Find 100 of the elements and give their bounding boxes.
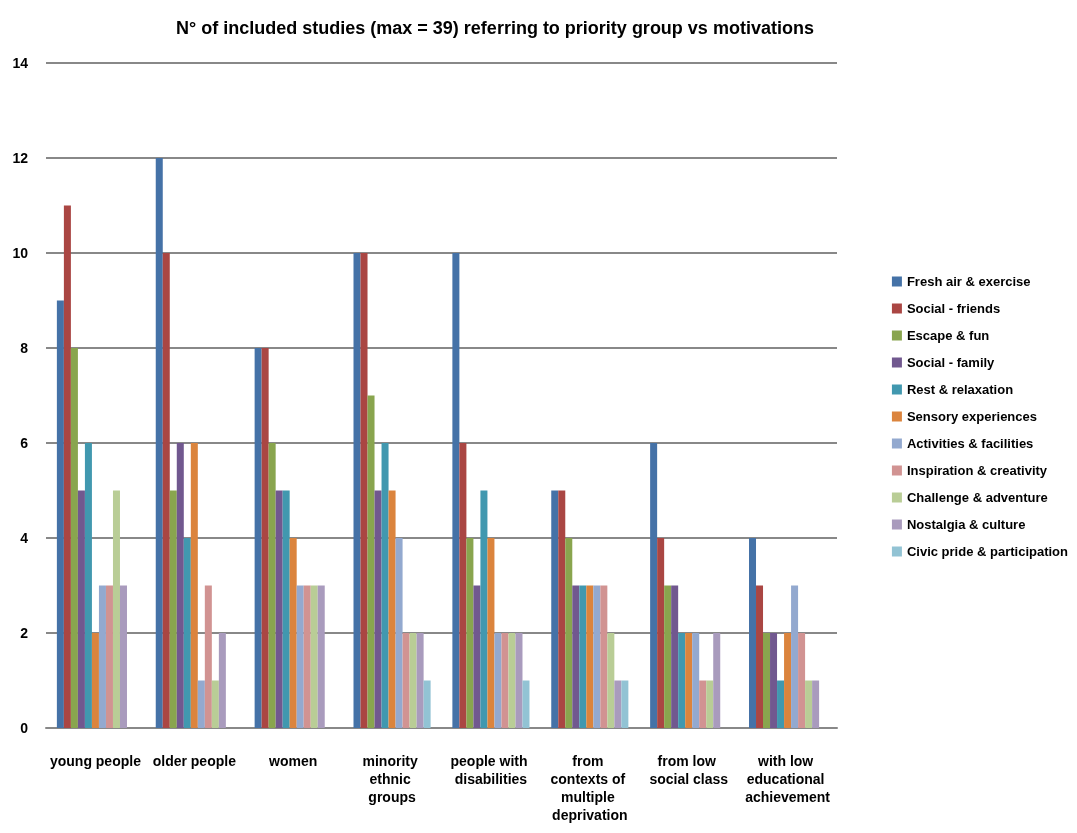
bar: [494, 633, 502, 728]
bar: [388, 490, 396, 728]
bar: [98, 585, 106, 728]
bar: [812, 680, 820, 728]
bar: [770, 633, 778, 728]
bar: [607, 633, 615, 728]
legend-label: Nostalgia & culture: [906, 517, 1026, 532]
bar: [572, 585, 580, 728]
x-tick-label: young people: [49, 753, 142, 769]
bar: [706, 680, 714, 728]
bar: [84, 443, 92, 728]
x-tick-label: women: [268, 753, 318, 769]
bar: [798, 633, 806, 728]
legend-label: Rest & relaxation: [906, 382, 1014, 397]
bar: [515, 633, 523, 728]
bar: [487, 538, 495, 728]
legend-label: Sensory experiences: [906, 409, 1037, 424]
bar: [402, 633, 410, 728]
x-tick-label: from low social class: [649, 753, 729, 787]
bar: [522, 680, 530, 728]
bar: [204, 585, 212, 728]
x-tick-label: with low educational achievement: [745, 753, 831, 805]
legend-label: Escape & fun: [906, 328, 990, 343]
bar: [558, 490, 566, 728]
bar: [480, 490, 488, 728]
bar: [310, 585, 318, 728]
bar: [395, 538, 403, 728]
bar: [296, 585, 304, 728]
bar: [360, 253, 368, 728]
bar: [614, 680, 622, 728]
bar: [70, 348, 78, 728]
x-tick-label: people with disabilities: [450, 753, 532, 787]
bar: [784, 633, 792, 728]
bar: [805, 680, 813, 728]
bar: [763, 633, 771, 728]
bar: [777, 680, 785, 728]
y-tick-label: 10: [12, 245, 29, 261]
bar: [699, 680, 707, 728]
bar: [211, 680, 219, 728]
bar: [381, 443, 389, 728]
bar: [459, 443, 467, 728]
bar: [190, 443, 198, 728]
bar: [275, 490, 283, 728]
bar: [565, 538, 573, 728]
bar: [621, 680, 629, 728]
bar: [374, 490, 382, 728]
bar: [600, 585, 608, 728]
x-tick-label: older people: [152, 753, 237, 769]
bar: [56, 300, 64, 728]
bar: [791, 585, 799, 728]
bar: [176, 443, 184, 728]
legend-label: Inspiration & creativity: [906, 463, 1048, 478]
bar: [197, 680, 205, 728]
bar: [409, 633, 417, 728]
bar: [749, 538, 757, 728]
y-tick-label: 0: [20, 720, 29, 736]
bar: [473, 585, 481, 728]
bar: [119, 585, 127, 728]
x-tick-label: minority ethnic groups: [362, 753, 422, 805]
bar: [77, 490, 85, 728]
bar: [105, 585, 113, 728]
bar: [254, 348, 262, 728]
bar: [551, 490, 559, 728]
bar: [650, 443, 658, 728]
y-tick-label: 4: [20, 530, 29, 546]
bar: [289, 538, 297, 728]
bar: [155, 158, 163, 728]
bar: [268, 443, 276, 728]
y-tick-label: 2: [20, 625, 29, 641]
bar: [317, 585, 325, 728]
bar: [112, 490, 120, 728]
y-tick-label: 6: [20, 435, 29, 451]
bar: [367, 395, 375, 728]
bar: [593, 585, 601, 728]
bar: [282, 490, 290, 728]
bar: [162, 253, 170, 728]
bar: [713, 633, 721, 728]
chart-title: N° of included studies (max = 39) referring to priority group vs motivations: [176, 18, 814, 38]
bar: [671, 585, 679, 728]
bar: [685, 633, 693, 728]
bar: [452, 253, 460, 728]
bar: [466, 538, 474, 728]
bar: [678, 633, 686, 728]
bar: [501, 633, 509, 728]
bar: [91, 633, 99, 728]
legend-label: Challenge & adventure: [906, 490, 1048, 505]
y-tick-label: 12: [12, 150, 29, 166]
bar: [692, 633, 700, 728]
y-tick-label: 14: [12, 55, 29, 71]
legend-label: Civic pride & participation: [906, 544, 1069, 559]
bar: [586, 585, 594, 728]
x-tick-label: from contexts of multiple deprivation: [550, 753, 630, 823]
bar: [508, 633, 516, 728]
legend-label: Social - friends: [906, 301, 1001, 316]
bar: [657, 538, 665, 728]
bar: [261, 348, 269, 728]
bar: [169, 490, 177, 728]
bar: [218, 633, 226, 728]
legend-label: Fresh air & exercise: [906, 274, 1031, 289]
bar: [756, 585, 764, 728]
